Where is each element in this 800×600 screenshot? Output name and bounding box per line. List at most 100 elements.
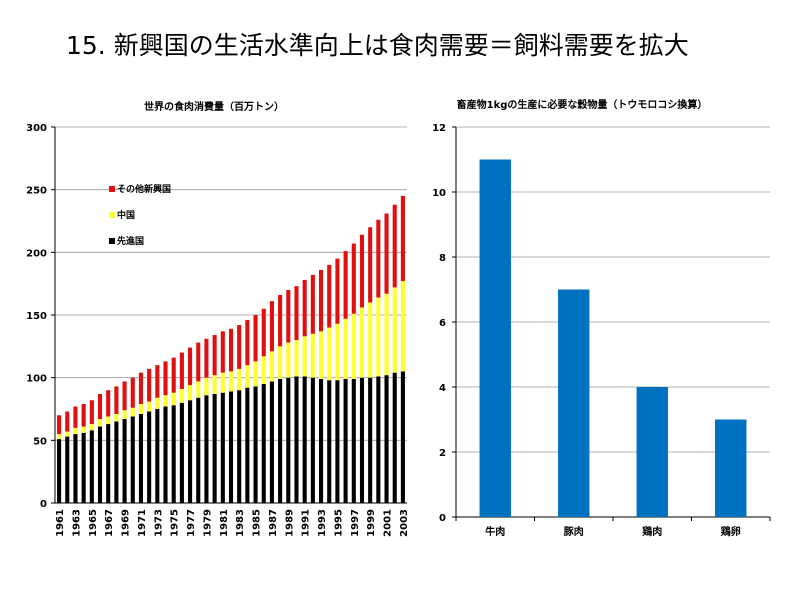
bar-segment — [351, 313, 356, 379]
bar-segment — [155, 365, 160, 398]
bar-segment — [155, 397, 160, 409]
bar-segment — [179, 352, 184, 389]
bar-segment — [73, 406, 78, 428]
bar-segment — [319, 269, 324, 332]
bar-segment — [81, 426, 86, 433]
bar-segment — [188, 385, 193, 401]
bar-segment — [220, 372, 225, 393]
legend-swatch — [109, 212, 115, 218]
bar-segment — [245, 320, 250, 366]
bar-segment — [294, 376, 299, 503]
bar-segment — [122, 410, 127, 420]
bar-segment — [237, 325, 242, 369]
bar-segment — [73, 434, 78, 503]
bar-segment — [196, 397, 201, 503]
bar-segment — [106, 424, 111, 503]
bar-segment — [368, 302, 373, 378]
bar-segment — [278, 294, 283, 347]
bar-segment — [89, 400, 94, 425]
x-tick-label: 1993 — [317, 509, 328, 537]
bar-segment — [327, 264, 332, 328]
bar-segment — [278, 378, 283, 503]
bar-segment — [147, 401, 152, 412]
x-tick-label: 1977 — [186, 509, 197, 537]
bar-segment — [368, 377, 373, 503]
bar-segment — [65, 436, 70, 503]
bar-segment — [179, 402, 184, 503]
bar-segment — [106, 416, 111, 425]
bar-segment — [294, 340, 299, 377]
bar-segment — [400, 281, 405, 372]
bar-segment — [163, 406, 168, 503]
bar-segment — [204, 377, 209, 396]
legend-label: 中国 — [117, 209, 135, 221]
bar-segment — [114, 421, 119, 503]
bar-segment — [179, 388, 184, 403]
meat-chart-bars — [57, 195, 405, 503]
x-tick-label: 1995 — [333, 509, 344, 537]
bar-segment — [376, 219, 381, 298]
y-tick-label: 300 — [26, 123, 47, 134]
bar-segment — [261, 356, 266, 384]
x-tick-label: 1973 — [153, 509, 164, 537]
bar-segment — [335, 258, 340, 324]
bar-segment — [310, 333, 315, 378]
x-tick-label: 1985 — [252, 509, 263, 537]
legend-label: その他新興国 — [117, 183, 171, 195]
y-tick-label: 0 — [40, 499, 47, 510]
bar-segment — [138, 414, 143, 503]
bar-segment — [81, 432, 86, 503]
bar-segment — [310, 274, 315, 334]
bar-segment — [212, 335, 217, 376]
bar-segment — [220, 392, 225, 503]
bar-segment — [351, 243, 356, 314]
bar-segment — [65, 411, 70, 432]
bar-segment — [368, 227, 373, 303]
bar-segment — [294, 286, 299, 341]
x-tick-label: 1975 — [170, 509, 181, 537]
x-tick-label: 1987 — [268, 509, 279, 537]
bar-segment — [171, 357, 176, 393]
bar-segment — [302, 279, 307, 337]
bar-segment — [204, 338, 209, 378]
bar-segment — [269, 351, 274, 382]
bar-segment — [253, 315, 258, 362]
legend-swatch — [109, 238, 115, 244]
y-tick-label: 50 — [33, 436, 47, 447]
bar-segment — [335, 323, 340, 381]
bar-segment — [163, 361, 168, 396]
bar-segment — [65, 431, 70, 437]
bar-segment — [147, 368, 152, 402]
bar-segment — [163, 395, 168, 407]
bar-segment — [302, 336, 307, 377]
bar-segment — [376, 297, 381, 377]
y-tick-label: 250 — [26, 186, 47, 197]
bar-segment — [81, 403, 86, 427]
bar-segment — [130, 416, 135, 503]
x-tick-label: 1997 — [350, 509, 361, 537]
bar-segment — [384, 213, 389, 294]
bar-segment — [286, 342, 291, 378]
bar-segment — [327, 327, 332, 381]
bar-segment — [343, 378, 348, 503]
bar-segment — [237, 390, 242, 503]
y-tick-label: 150 — [26, 311, 47, 322]
bar-segment — [237, 368, 242, 391]
x-tick-label: 1961 — [55, 509, 66, 537]
bar-segment — [261, 383, 266, 503]
bar-segment — [400, 371, 405, 503]
bar-segment — [400, 195, 405, 282]
bar-segment — [343, 318, 348, 379]
bar-segment — [188, 400, 193, 503]
x-tick-label: 1969 — [121, 509, 132, 537]
bar-segment — [269, 381, 274, 503]
bar-segment — [138, 403, 143, 415]
bar-segment — [343, 251, 348, 319]
bar-segment — [97, 426, 103, 503]
bar-segment — [106, 390, 111, 417]
bar-segment — [245, 387, 250, 503]
bar-segment — [89, 424, 94, 431]
meat-chart-title: 世界の食肉消費量（百万トン） — [144, 100, 284, 113]
bar-segment — [130, 407, 135, 417]
